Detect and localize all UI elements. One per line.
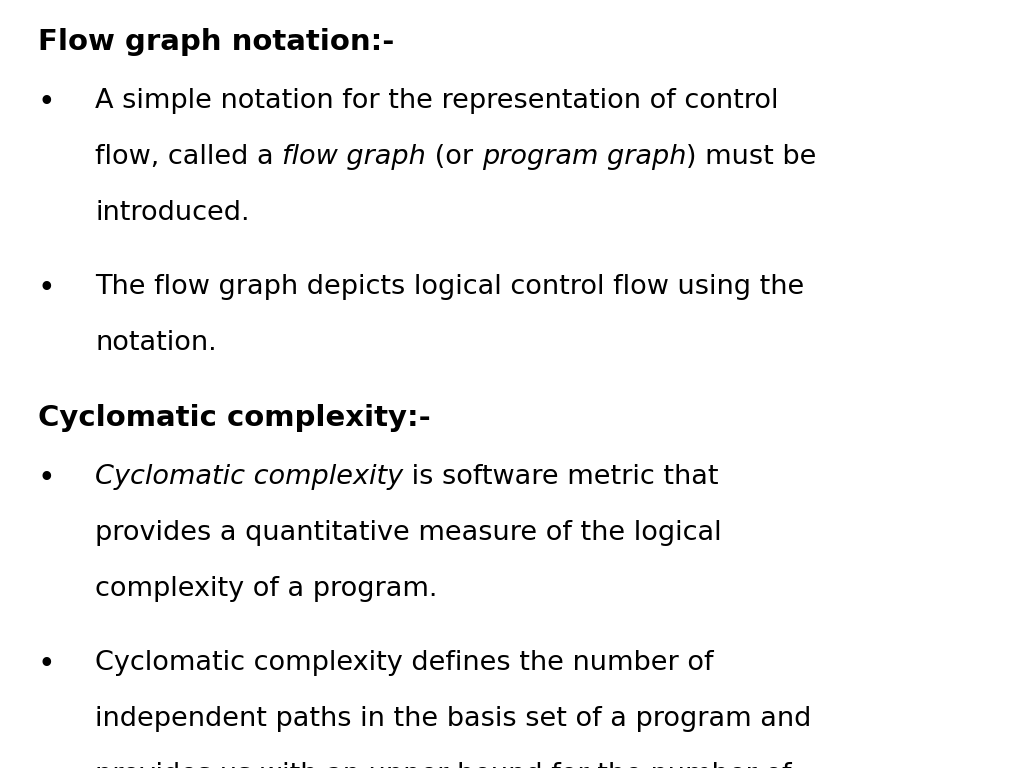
Text: Cyclomatic complexity defines the number of: Cyclomatic complexity defines the number…	[95, 650, 714, 676]
Text: program graph: program graph	[482, 144, 686, 170]
Text: A simple notation for the representation of control: A simple notation for the representation…	[95, 88, 778, 114]
Text: Flow graph notation:-: Flow graph notation:-	[38, 28, 394, 56]
Text: provides a quantitative measure of the logical: provides a quantitative measure of the l…	[95, 520, 722, 546]
Text: •: •	[38, 650, 55, 679]
Text: flow graph: flow graph	[283, 144, 426, 170]
Text: provides us with an upper bound for the number of: provides us with an upper bound for the …	[95, 762, 792, 768]
Text: is software metric that: is software metric that	[403, 464, 719, 490]
Text: •: •	[38, 88, 55, 117]
Text: •: •	[38, 274, 55, 303]
Text: flow, called a: flow, called a	[95, 144, 283, 170]
Text: Cyclomatic complexity:-: Cyclomatic complexity:-	[38, 404, 431, 432]
Text: notation.: notation.	[95, 330, 217, 356]
Text: ) must be: ) must be	[686, 144, 817, 170]
Text: complexity of a program.: complexity of a program.	[95, 576, 437, 602]
Text: •: •	[38, 464, 55, 493]
Text: Cyclomatic complexity: Cyclomatic complexity	[95, 464, 403, 490]
Text: introduced.: introduced.	[95, 200, 250, 226]
Text: independent paths in the basis set of a program and: independent paths in the basis set of a …	[95, 706, 811, 732]
Text: (or: (or	[426, 144, 482, 170]
Text: The flow graph depicts logical control flow using the: The flow graph depicts logical control f…	[95, 274, 804, 300]
